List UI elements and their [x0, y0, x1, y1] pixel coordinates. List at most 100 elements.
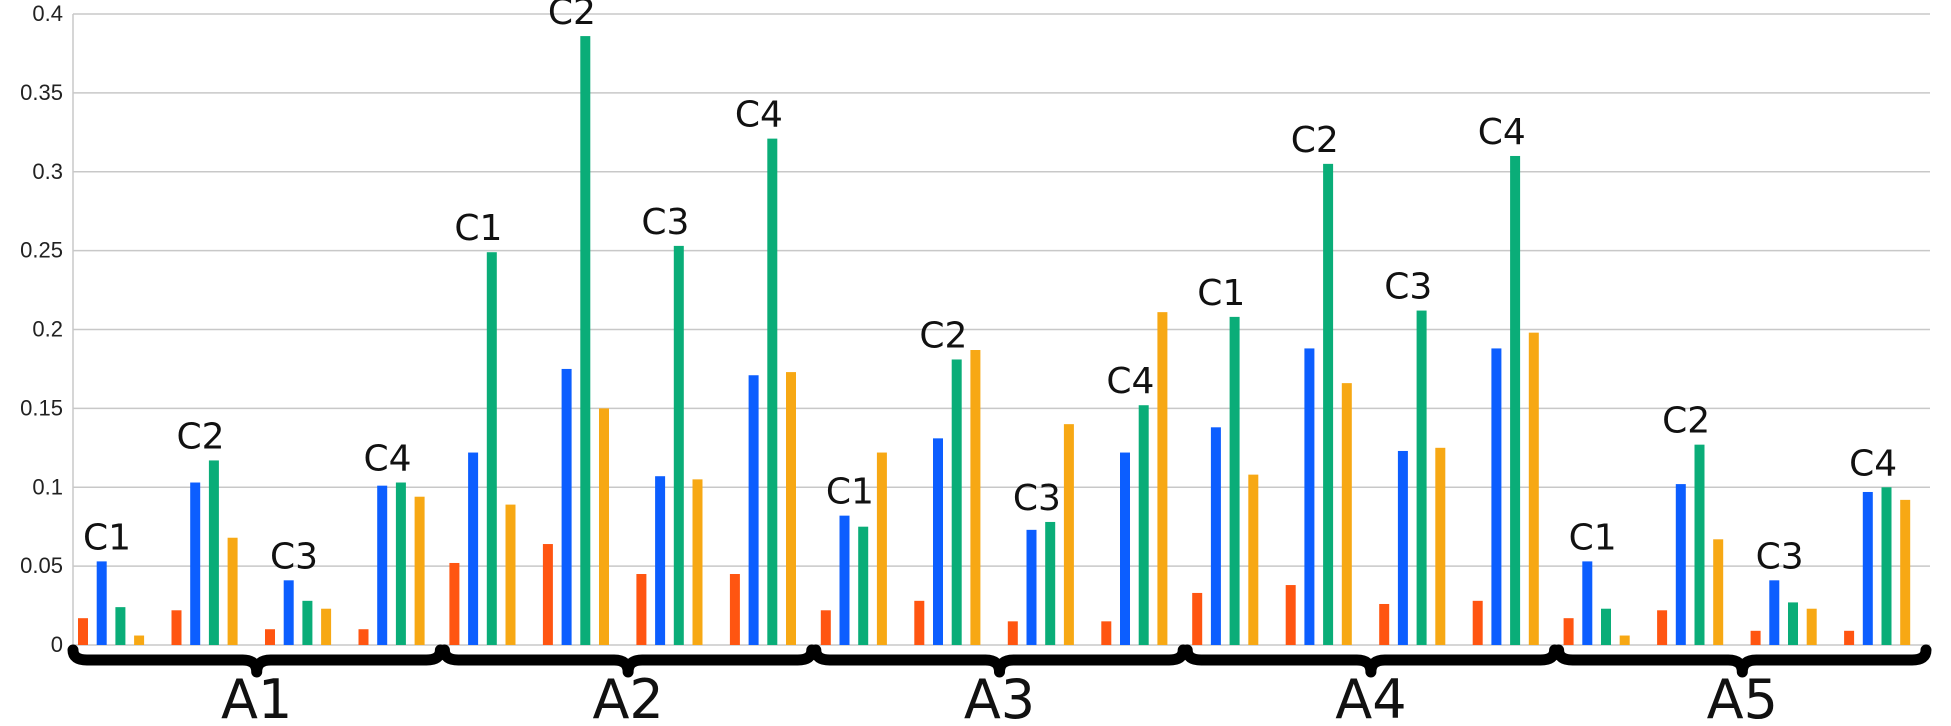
- subgroup-label: C1: [454, 208, 502, 249]
- group-brace: [67, 644, 446, 678]
- bar-a1-c4-s2: [377, 485, 388, 645]
- group-label: A5: [1707, 668, 1778, 726]
- bar-a2-c3-s3: [673, 245, 684, 645]
- bar-a3-c1-s3: [858, 526, 869, 645]
- subgroup-label: C1: [83, 517, 131, 558]
- bar-a3-c3-s4: [1063, 424, 1074, 645]
- bar-a2-c4-s2: [748, 375, 759, 645]
- subgroup-label: C3: [641, 202, 689, 243]
- bar-a3-c2-s4: [970, 350, 981, 645]
- subgroup-label: C1: [1197, 273, 1245, 314]
- y-tick-label: 0.4: [32, 1, 63, 26]
- bar-a5-c1-s3: [1601, 608, 1611, 645]
- bar-a2-c2-s1: [542, 544, 553, 645]
- group-brace: [1553, 644, 1932, 678]
- bar-a1-c1-s2: [96, 561, 107, 645]
- bar-a2-c2-s3: [580, 36, 591, 645]
- bar-a1-c1-s1: [78, 618, 88, 645]
- bar-a3-c4-s2: [1120, 452, 1130, 645]
- bar-a5-c3-s1: [1750, 630, 1761, 645]
- bar-a5-c4-s3: [1881, 487, 1892, 645]
- bar-a5-c2-s4: [1713, 539, 1724, 645]
- bar-a5-c3-s2: [1769, 580, 1780, 645]
- y-tick-label: 0.15: [20, 395, 63, 420]
- bar-a2-c3-s4: [692, 479, 703, 645]
- subgroup-label: C4: [1478, 112, 1526, 153]
- bar-a2-c2-s4: [599, 408, 609, 645]
- y-axis-ticks: 0 0.05 0.1 0.15 0.2 0.25 0.3 0.35 0.4: [20, 1, 63, 657]
- bar-a3-c1-s1: [820, 610, 831, 645]
- bar-a5-c1-s4: [1619, 635, 1630, 645]
- subgroup-label: C4: [735, 95, 783, 136]
- subgroup-label: C2: [177, 416, 225, 457]
- bar-a4-c2-s2: [1304, 348, 1315, 645]
- bar-a1-c4-s4: [414, 496, 425, 645]
- bar-a5-c4-s4: [1900, 499, 1911, 645]
- bar-a3-c4-s1: [1101, 621, 1112, 645]
- bar-a3-c1-s2: [839, 515, 850, 645]
- group-labels: A1 A2 A3 A4 A5: [221, 668, 1778, 726]
- bar-a4-c1-s1: [1192, 592, 1203, 645]
- subgroup-label: C3: [1013, 478, 1061, 519]
- bar-a1-c2-s3: [208, 460, 219, 645]
- group-label: A2: [592, 668, 663, 726]
- bars: [78, 36, 1911, 646]
- subgroup-labels: C1 C2 C3 C4 C1 C2 C3 C4 C1 C2 C3 C4 C1 C2 C3 C4 C1 C2 C3 C4: [83, 0, 1897, 577]
- bar-a5-c2-s3: [1694, 444, 1705, 645]
- bar-a4-c4-s4: [1528, 332, 1539, 645]
- subgroup-label: C2: [1291, 120, 1339, 161]
- bar-a1-c1-s4: [134, 635, 145, 645]
- subgroup-label: C2: [548, 0, 596, 33]
- bar-a3-c3-s1: [1007, 621, 1018, 645]
- subgroup-label: C4: [364, 439, 412, 480]
- bar-a5-c2-s1: [1657, 610, 1668, 645]
- subgroup-label: C2: [919, 315, 967, 356]
- bar-a1-c2-s1: [171, 610, 182, 645]
- group-brace: [1181, 644, 1561, 678]
- bar-a2-c1-s3: [486, 252, 497, 645]
- y-tick-label: 0.35: [20, 80, 63, 105]
- bar-a4-c3-s4: [1435, 447, 1446, 645]
- y-tick-label: 0.3: [32, 159, 63, 184]
- y-tick-label: 0: [51, 632, 63, 657]
- bar-a5-c4-s2: [1862, 491, 1873, 645]
- bar-a1-c4-s3: [395, 482, 406, 645]
- bar-a3-c2-s3: [951, 359, 962, 645]
- y-tick-label: 0.25: [20, 238, 63, 263]
- bar-a1-c3-s4: [321, 608, 332, 645]
- bar-a2-c1-s1: [449, 562, 460, 645]
- bar-a1-c3-s2: [283, 580, 294, 645]
- bar-a3-c1-s4: [876, 452, 887, 645]
- bar-a3-c3-s2: [1026, 529, 1037, 645]
- y-tick-label: 0.1: [32, 474, 63, 499]
- bar-a5-c1-s1: [1563, 618, 1574, 645]
- bar-a3-c3-s3: [1045, 521, 1056, 645]
- subgroup-label: C4: [1849, 443, 1897, 484]
- bar-a5-c1-s2: [1582, 561, 1593, 645]
- bar-a5-c4-s1: [1844, 630, 1855, 645]
- group-label: A4: [1335, 668, 1406, 726]
- subgroup-label: C3: [270, 536, 318, 577]
- bar-a1-c4-s1: [358, 629, 369, 645]
- bar-a4-c1-s3: [1229, 316, 1240, 645]
- bar-a4-c3-s2: [1397, 450, 1408, 645]
- bar-a5-c2-s2: [1675, 484, 1686, 645]
- bar-a3-c2-s2: [933, 438, 943, 645]
- bar-a4-c3-s3: [1416, 310, 1427, 645]
- bar-a4-c1-s4: [1248, 474, 1259, 645]
- bar-a2-c4-s3: [767, 138, 778, 645]
- bar-a3-c4-s4: [1157, 312, 1168, 645]
- bar-a4-c4-s1: [1472, 600, 1483, 645]
- subgroup-label: C1: [1569, 517, 1617, 558]
- bar-a1-c2-s4: [227, 537, 238, 645]
- group-braces: [67, 644, 1932, 678]
- group-label: A1: [221, 668, 292, 726]
- bar-a2-c3-s2: [655, 476, 666, 645]
- bar-a4-c2-s3: [1323, 163, 1334, 646]
- bar-a4-c1-s2: [1210, 427, 1221, 645]
- bar-a2-c1-s4: [505, 504, 516, 645]
- bar-a2-c4-s1: [729, 574, 740, 645]
- subgroup-label: C3: [1384, 267, 1432, 308]
- group-label: A3: [964, 668, 1035, 726]
- bar-a4-c4-s2: [1491, 348, 1502, 645]
